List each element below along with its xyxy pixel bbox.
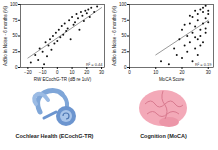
svg-text:10: 10 — [70, 70, 76, 75]
svg-text:RW ECochG-TR (dB re 1uV): RW ECochG-TR (dB re 1uV) — [34, 77, 92, 82]
svg-text:75: 75 — [12, 18, 18, 23]
svg-text:0: 0 — [15, 65, 18, 70]
svg-text:75: 75 — [121, 18, 127, 23]
svg-text:10: 10 — [153, 70, 159, 75]
svg-text:30: 30 — [99, 70, 105, 75]
svg-text:20: 20 — [84, 70, 90, 75]
svg-text:R² = 0.44: R² = 0.44 — [86, 62, 103, 67]
svg-text:AzBio in Noise - 6 months (%): AzBio in Noise - 6 months (%) — [112, 5, 117, 66]
svg-text:R² = 0.19: R² = 0.19 — [195, 62, 212, 67]
svg-text:20: 20 — [179, 70, 185, 75]
html-text:Cochlear Health (ECochG-TR): Cochlear Health (ECochG-TR) — [15, 133, 94, 139]
svg-text:−10: −10 — [39, 70, 47, 75]
svg-text:50: 50 — [12, 33, 18, 38]
svg-text:AzBio in Noise - 6 months (%): AzBio in Noise - 6 months (%) — [3, 5, 8, 66]
html-text:Cognition (MoCA): Cognition (MoCA) — [140, 133, 187, 139]
svg-text:25: 25 — [12, 49, 18, 54]
svg-text:0: 0 — [124, 65, 127, 70]
svg-text:−20: −20 — [24, 70, 32, 75]
svg-text:0: 0 — [128, 70, 131, 75]
svg-text:0: 0 — [56, 70, 59, 75]
svg-text:100: 100 — [119, 2, 127, 7]
svg-text:25: 25 — [121, 49, 127, 54]
svg-text:30: 30 — [206, 70, 212, 75]
svg-text:MoCA Score: MoCA Score — [159, 77, 185, 82]
svg-text:100: 100 — [10, 2, 18, 7]
svg-text:50: 50 — [121, 33, 127, 38]
